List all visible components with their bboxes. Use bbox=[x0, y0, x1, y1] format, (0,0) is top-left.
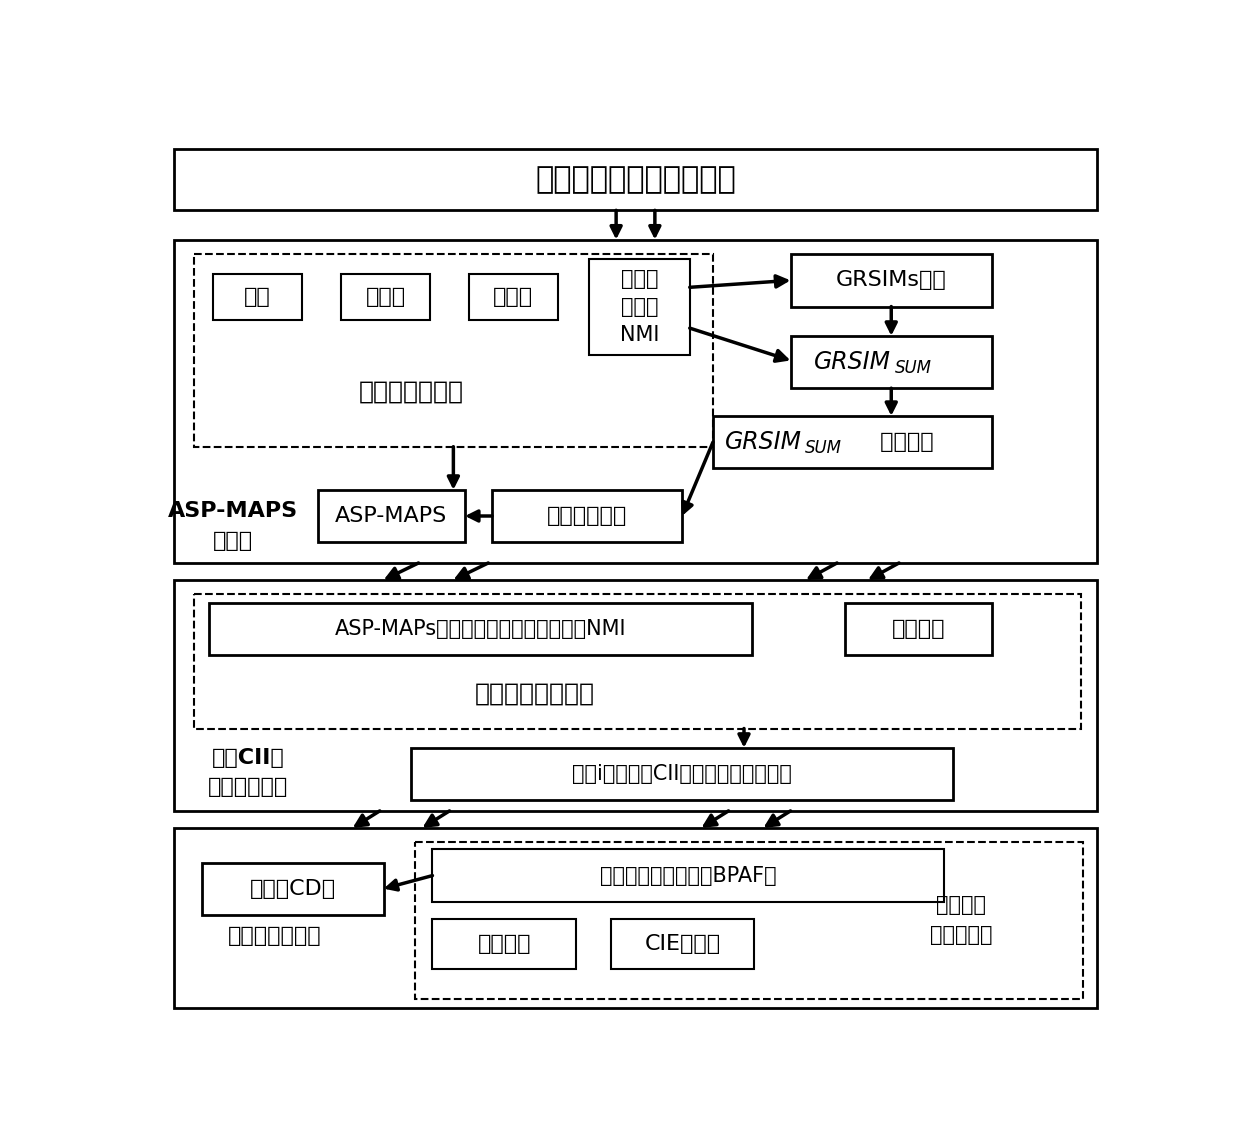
Bar bbox=[410, 748, 954, 800]
Bar bbox=[414, 841, 1083, 999]
Text: 面积: 面积 bbox=[244, 287, 272, 307]
Text: CIE的计算: CIE的计算 bbox=[645, 934, 720, 953]
Bar bbox=[175, 828, 1096, 1008]
Text: 五组差分图像集合: 五组差分图像集合 bbox=[475, 682, 595, 706]
Text: GRSIM: GRSIM bbox=[813, 350, 892, 374]
Bar bbox=[469, 274, 558, 320]
Text: 多时相高分辨率遥感影像: 多时相高分辨率遥感影像 bbox=[536, 165, 735, 194]
Bar bbox=[589, 258, 689, 355]
Bar bbox=[433, 849, 944, 902]
Bar bbox=[844, 604, 992, 655]
Bar bbox=[611, 919, 754, 969]
Text: 决策融合
框架的实现: 决策融合 框架的实现 bbox=[930, 895, 992, 945]
Text: 决策融合: 决策融合 bbox=[477, 934, 531, 953]
Bar bbox=[341, 274, 430, 320]
Bar bbox=[193, 593, 1081, 728]
Text: 的最小值: 的最小值 bbox=[873, 432, 934, 453]
Text: 最优尺度集合: 最优尺度集合 bbox=[547, 506, 627, 526]
Text: 原始波段: 原始波段 bbox=[892, 620, 945, 639]
Text: SUM: SUM bbox=[805, 439, 842, 457]
Text: 所采用的属性集: 所采用的属性集 bbox=[358, 379, 464, 403]
Text: GRSIMs提取: GRSIMs提取 bbox=[836, 271, 946, 290]
Bar bbox=[791, 254, 992, 306]
Text: 最终的CD图: 最终的CD图 bbox=[249, 879, 336, 898]
Bar bbox=[175, 149, 1096, 210]
Bar bbox=[433, 919, 575, 969]
Bar bbox=[317, 490, 465, 542]
Bar bbox=[175, 580, 1096, 810]
Bar bbox=[193, 254, 713, 447]
Text: 基本概率分配公式（BPAF）: 基本概率分配公式（BPAF） bbox=[600, 865, 776, 886]
Text: 归一化
惯性矩
NMI: 归一化 惯性矩 NMI bbox=[620, 269, 660, 345]
Text: 像素i基于五组CII集合的变化信息描述: 像素i基于五组CII集合的变化信息描述 bbox=[572, 764, 792, 784]
Text: ASP-MAPS
的构建: ASP-MAPS 的构建 bbox=[167, 502, 298, 551]
Text: 标准差: 标准差 bbox=[494, 287, 533, 307]
Text: GRSIM: GRSIM bbox=[725, 430, 802, 454]
Text: 基于CII的
变化信息描述: 基于CII的 变化信息描述 bbox=[208, 748, 288, 797]
Text: 对角线: 对角线 bbox=[366, 287, 405, 307]
Bar bbox=[791, 336, 992, 389]
Bar bbox=[492, 490, 682, 542]
Bar bbox=[201, 863, 383, 914]
Text: SUM: SUM bbox=[894, 359, 931, 377]
Bar bbox=[213, 274, 303, 320]
Text: ASP-MAPS: ASP-MAPS bbox=[335, 506, 448, 526]
Bar bbox=[210, 604, 751, 655]
Text: ASP-MAPs的面积、对角线、标准差、NMI: ASP-MAPs的面积、对角线、标准差、NMI bbox=[335, 620, 626, 639]
Text: 多特征决策融合: 多特征决策融合 bbox=[228, 926, 322, 945]
Bar bbox=[175, 240, 1096, 563]
Bar bbox=[713, 416, 992, 469]
